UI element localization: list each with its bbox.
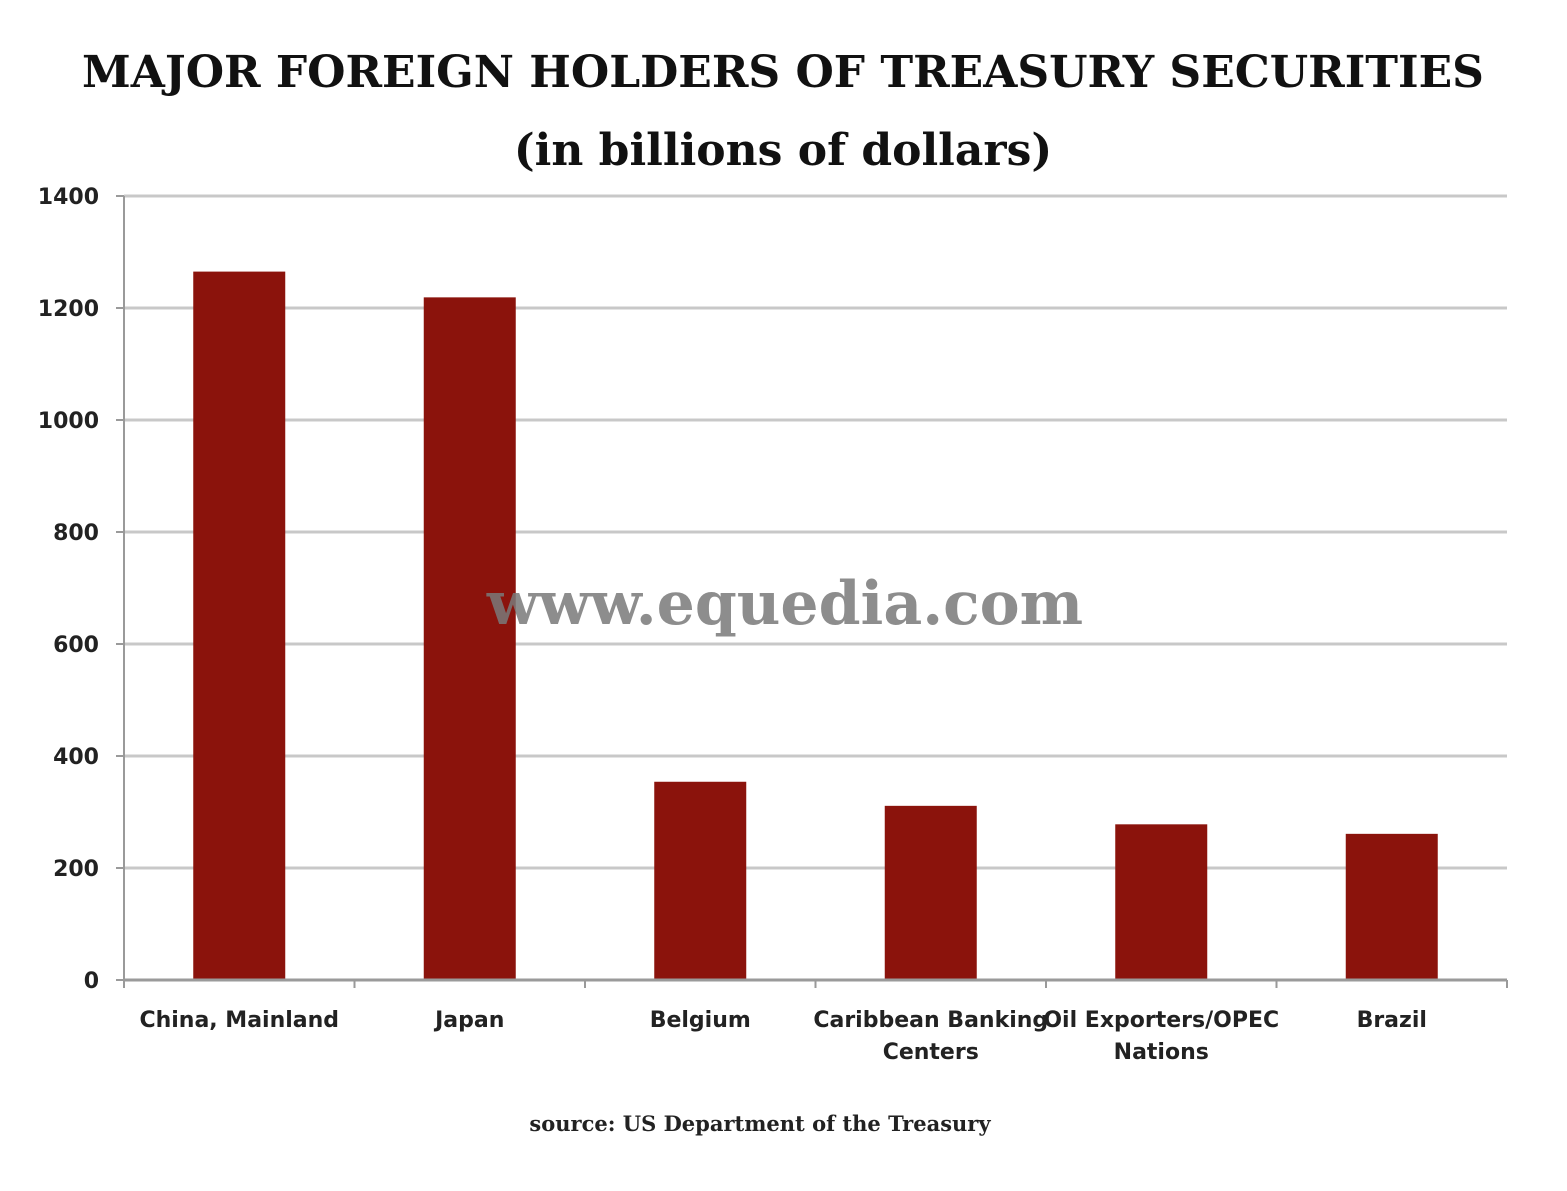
y-tick-label: 400	[53, 745, 99, 770]
bar	[193, 271, 286, 981]
x-tick-label: China, Mainland	[139, 1008, 339, 1033]
x-tick-label: Centers	[883, 1040, 979, 1065]
y-tick-label: 0	[84, 969, 99, 994]
bar	[423, 297, 516, 980]
y-tick-label: 800	[53, 521, 99, 546]
bar	[884, 805, 977, 980]
x-tick-label: Oil Exporters/OPEC	[1043, 1008, 1279, 1033]
y-tick-labels: 0 200 400 600 800 1000 1200 1400	[38, 185, 99, 994]
gridlines	[116, 194, 1507, 981]
source-note: source: US Department of the Treasury	[529, 1111, 991, 1136]
x-tick-labels: China, Mainland Japan Belgium Caribbean Ban…	[139, 1008, 1426, 1065]
x-tick-label: Nations	[1114, 1040, 1209, 1065]
y-tick-label: 1400	[38, 185, 99, 210]
chart-title: MAJOR FOREIGN HOLDERS OF TREASURY SECURI…	[82, 47, 1484, 98]
x-tick-label: Belgium	[650, 1008, 751, 1033]
x-tick-label: Caribbean Banking	[813, 1008, 1048, 1033]
x-tick-label: Brazil	[1357, 1008, 1427, 1033]
y-tick-label: 200	[53, 857, 99, 882]
y-tick-label: 600	[53, 633, 99, 658]
watermark: www.equedia.com	[486, 569, 1083, 639]
bar	[654, 781, 747, 980]
chart-subtitle: (in billions of dollars)	[514, 125, 1052, 176]
x-tick-label: Japan	[433, 1008, 504, 1033]
bar	[1345, 833, 1438, 980]
y-tick-label: 1200	[38, 297, 99, 322]
axes	[123, 196, 1508, 988]
bar	[1115, 824, 1208, 980]
y-tick-label: 1000	[38, 409, 99, 434]
bars	[193, 271, 1438, 981]
